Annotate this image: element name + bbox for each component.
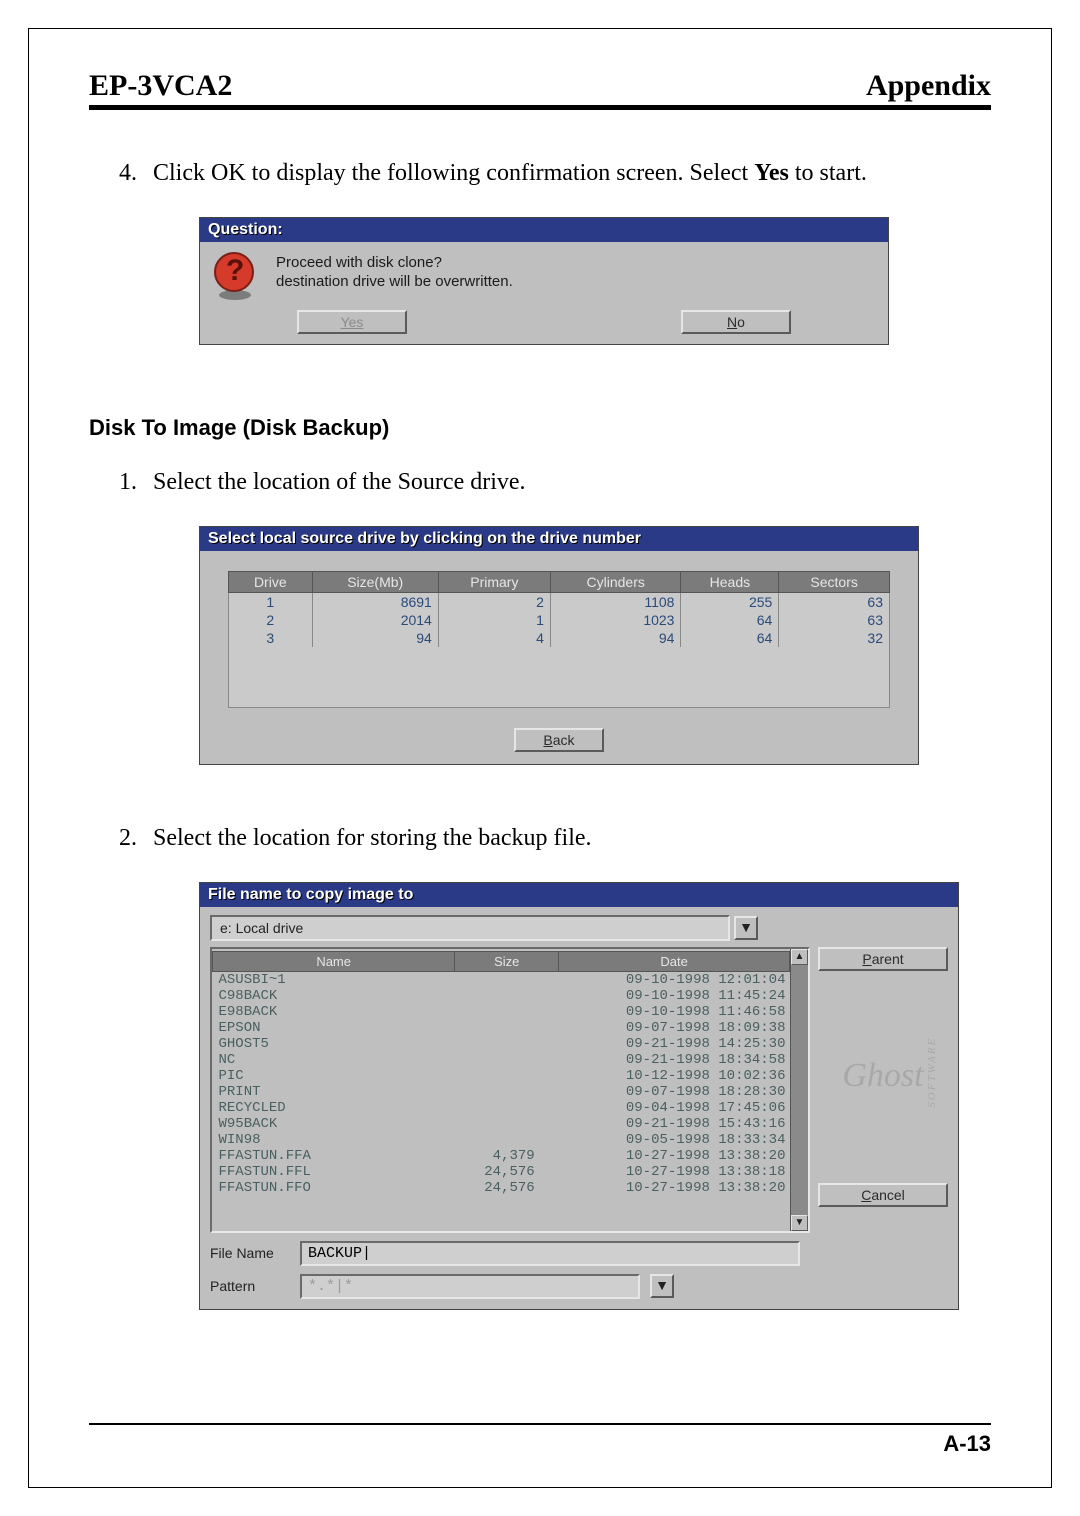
step-1-num: 1. (119, 469, 147, 496)
file-list-header: Name Size Date (213, 951, 790, 971)
page-number: A-13 (943, 1431, 991, 1456)
table-row[interactable]: 3 94 4 94 64 32 (229, 629, 890, 647)
file-list: Name Size Date ASUSBI~109-10-1998 12:01:… (210, 947, 810, 1233)
step-4-text-b: to start. (789, 160, 867, 186)
file-dialog: File name to copy image to e: Local driv… (199, 882, 959, 1310)
page-footer: A-13 (89, 1423, 991, 1457)
question-text: Proceed with disk clone? destination dri… (276, 252, 513, 292)
drive-table-header: Drive Size(Mb) Primary Cylinders Heads S… (229, 572, 890, 593)
step-4-text-a: Click OK to display the following confir… (153, 160, 754, 186)
col-cylinders: Cylinders (550, 572, 681, 593)
list-item[interactable]: ASUSBI~109-10-1998 12:01:04 (213, 971, 790, 988)
list-item[interactable]: PRINT09-07-1998 18:28:30 (213, 1084, 790, 1100)
list-item[interactable]: FFASTUN.FFL24,57610-27-1998 13:38:18 (213, 1164, 790, 1180)
scrollbar[interactable]: ▲ ▼ (790, 949, 808, 1231)
col-primary: Primary (438, 572, 550, 593)
yes-button[interactable]: Yes (297, 310, 407, 334)
question-dialog-title: Question: (200, 218, 888, 242)
list-item[interactable]: E98BACK09-10-1998 11:46:58 (213, 1004, 790, 1020)
col-size: Size (455, 951, 559, 971)
step-2: 2. Select the location for storing the b… (119, 825, 991, 852)
list-item[interactable]: NC09-21-1998 18:34:58 (213, 1052, 790, 1068)
question-buttons: Yes No (200, 304, 888, 344)
col-date: Date (559, 951, 790, 971)
list-item[interactable]: FFASTUN.FFO24,57610-27-1998 13:38:20 (213, 1180, 790, 1196)
question-dialog-body: ? Proceed with disk clone? destination d… (200, 242, 888, 304)
filename-row: File Name BACKUP| (210, 1241, 948, 1266)
drive-bar: e: Local drive ▼ (210, 915, 948, 941)
col-drive: Drive (229, 572, 313, 593)
source-drive-title: Select local source drive by clicking on… (200, 527, 918, 551)
list-item[interactable]: GHOST509-21-1998 14:25:30 (213, 1036, 790, 1052)
cancel-button[interactable]: Cancel (818, 1183, 948, 1207)
step-4-bold: Yes (754, 160, 789, 186)
list-item[interactable]: EPSON09-07-1998 18:09:38 (213, 1020, 790, 1036)
question-line1: Proceed with disk clone? (276, 254, 513, 273)
list-item[interactable]: FFASTUN.FFA4,37910-27-1998 13:38:20 (213, 1148, 790, 1164)
list-item[interactable]: PIC10-12-1998 10:02:36 (213, 1068, 790, 1084)
page: EP-3VCA2 Appendix 4. Click OK to display… (28, 28, 1052, 1488)
list-item[interactable]: C98BACK09-10-1998 11:45:24 (213, 988, 790, 1004)
question-icon: ? (212, 252, 258, 298)
list-item[interactable]: W95BACK09-21-1998 15:43:16 (213, 1116, 790, 1132)
col-size: Size(Mb) (312, 572, 438, 593)
drive-table: Drive Size(Mb) Primary Cylinders Heads S… (228, 571, 890, 708)
filename-input[interactable]: BACKUP| (300, 1241, 800, 1266)
col-sectors: Sectors (779, 572, 890, 593)
pattern-dropdown-icon[interactable]: ▼ (650, 1274, 674, 1298)
question-dialog: Question: ? Proceed with disk clone? des… (199, 217, 889, 345)
step-1: 1. Select the location of the Source dri… (119, 469, 991, 496)
source-drive-dialog: Select local source drive by clicking on… (199, 526, 919, 765)
drive-field[interactable]: e: Local drive (210, 915, 730, 941)
step-2-num: 2. (119, 825, 147, 852)
col-name: Name (213, 951, 455, 971)
page-header: EP-3VCA2 Appendix (89, 69, 991, 110)
step-4-num: 4. (119, 160, 147, 187)
parent-button[interactable]: Parent (818, 947, 948, 971)
pattern-row: Pattern *.*|* ▼ (210, 1274, 948, 1299)
scroll-up-icon[interactable]: ▲ (791, 949, 808, 965)
col-heads: Heads (681, 572, 779, 593)
section-heading: Disk To Image (Disk Backup) (89, 415, 991, 441)
question-line2: destination drive will be overwritten. (276, 273, 513, 292)
scroll-down-icon[interactable]: ▼ (791, 1215, 808, 1231)
back-button[interactable]: Back (514, 728, 604, 752)
table-row[interactable]: 1 8691 2 1108 255 63 (229, 593, 890, 612)
step-2-text: Select the location for storing the back… (153, 825, 592, 851)
list-item[interactable]: RECYCLED09-04-1998 17:45:06 (213, 1100, 790, 1116)
header-right: Appendix (866, 69, 991, 103)
pattern-label: Pattern (210, 1278, 290, 1294)
header-left: EP-3VCA2 (89, 69, 232, 103)
file-dialog-title: File name to copy image to (200, 883, 958, 907)
dropdown-icon[interactable]: ▼ (734, 916, 758, 940)
table-row[interactable]: 2 2014 1 1023 64 63 (229, 611, 890, 629)
step-1-text: Select the location of the Source drive. (153, 469, 526, 495)
no-button[interactable]: No (681, 310, 791, 334)
file-dialog-side: Parent Ghost SOFTWARE Cancel (818, 947, 948, 1233)
ghost-logo: Ghost SOFTWARE (818, 977, 948, 1177)
filename-label: File Name (210, 1245, 290, 1261)
list-item[interactable]: WIN9809-05-1998 18:33:34 (213, 1132, 790, 1148)
pattern-input[interactable]: *.*|* (300, 1274, 640, 1299)
back-button-row: Back (200, 718, 918, 764)
step-4: 4. Click OK to display the following con… (119, 160, 991, 187)
